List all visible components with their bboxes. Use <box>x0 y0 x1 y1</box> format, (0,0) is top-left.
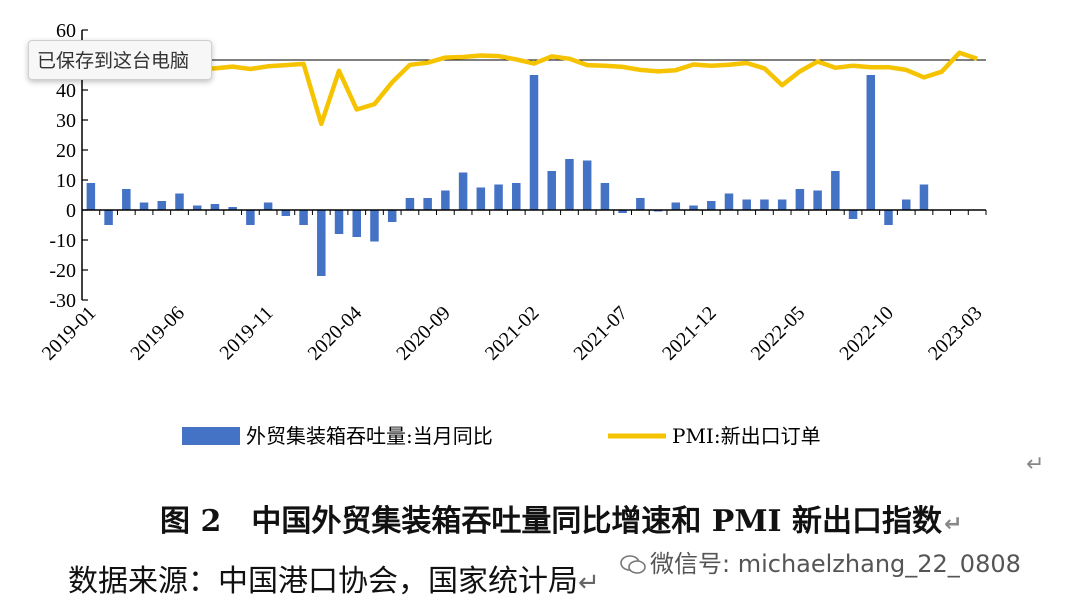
x-tick-label: 2021-02 <box>481 302 544 365</box>
y-tick-label: -20 <box>49 260 76 282</box>
bar-2022-12 <box>919 184 929 210</box>
bar-2020-12 <box>494 184 503 210</box>
bar-2022-08 <box>848 210 858 219</box>
bar-2019-06 <box>175 193 184 210</box>
bar-2020-01 <box>299 210 308 225</box>
bar-2022-02 <box>742 199 751 210</box>
bar-2019-09 <box>228 207 237 210</box>
bar-2021-02 <box>529 75 539 210</box>
x-tick-label: 2019-11 <box>215 302 277 364</box>
bar-2020-06 <box>387 210 397 222</box>
return-mark-1: ↵ <box>1026 452 1045 477</box>
bar-2021-10 <box>671 202 681 210</box>
figure-caption: 图 2 中国外贸集装箱吞吐量同比增速和 PMI 新出口指数↵ <box>160 496 962 540</box>
x-tick-label: 2023-03 <box>924 302 987 365</box>
data-source: 数据来源：中国港口协会，国家统计局↵ <box>68 556 600 600</box>
save-tooltip[interactable]: 已保存到这台电脑 <box>28 40 212 80</box>
bar-2022-10 <box>884 210 893 225</box>
bar-2021-04 <box>565 159 574 210</box>
legend: 外贸集装箱吞吐量:当月同比 PMI:新出口订单 <box>182 424 821 448</box>
series-line-pmi <box>90 50 978 127</box>
bar-2021-01 <box>512 183 521 210</box>
bar-2020-09 <box>441 190 450 210</box>
watermark: 微信号: michaelzhang_22_0808 <box>620 544 1021 579</box>
bar-2019-12 <box>281 210 291 216</box>
bar-2019-03 <box>122 189 131 210</box>
bar-2021-07 <box>618 210 627 213</box>
legend-bar-swatch <box>182 427 240 445</box>
x-tick-label: 2019-06 <box>126 302 189 365</box>
bar-2022-01 <box>724 193 734 210</box>
bar-2019-10 <box>246 210 255 225</box>
bar-2021-11 <box>689 205 698 210</box>
bar-2020-11 <box>476 187 486 210</box>
return-mark-3: ↵ <box>578 568 600 598</box>
y-tick-label: -30 <box>49 290 76 312</box>
watermark-text: 微信号: michaelzhang_22_0808 <box>650 550 1021 578</box>
x-tick-label: 2022-10 <box>835 302 898 365</box>
y-tick-label: 30 <box>56 110 76 132</box>
bar-2019-02 <box>104 210 113 225</box>
bar-2020-04 <box>352 210 361 237</box>
bar-2020-07 <box>405 198 415 210</box>
bar-2019-01 <box>86 183 96 210</box>
bar-2022-03 <box>760 199 769 210</box>
bar-2020-03 <box>334 210 344 234</box>
bar-2022-11 <box>901 199 911 210</box>
bar-2019-07 <box>192 205 202 210</box>
y-tick-label: -10 <box>49 230 76 252</box>
wechat-icon <box>620 555 646 574</box>
bar-2020-02 <box>317 210 326 276</box>
y-tick-label: 20 <box>56 140 76 162</box>
bar-2022-07 <box>831 171 840 210</box>
bar-2019-11 <box>263 202 273 210</box>
bar-2020-05 <box>370 210 379 242</box>
bar-2020-08 <box>423 198 432 210</box>
legend-bar-label: 外贸集装箱吞吐量:当月同比 <box>246 424 493 448</box>
bar-2019-05 <box>157 201 167 210</box>
bar-2022-06 <box>813 190 822 210</box>
x-tick-label: 2020-04 <box>304 302 367 365</box>
bar-2021-05 <box>582 160 592 210</box>
bar-2021-08 <box>636 198 645 210</box>
bar-2021-12 <box>707 201 716 210</box>
x-tick-label: 2021-12 <box>658 302 721 365</box>
x-tick-label: 2021-07 <box>569 302 632 365</box>
x-tick-label: 2022-05 <box>747 302 810 365</box>
caption-text: 图 2 中国外贸集装箱吞吐量同比增速和 PMI 新出口指数 <box>160 504 943 539</box>
y-tick-label: 60 <box>56 20 76 42</box>
bar-2021-03 <box>547 171 556 210</box>
y-tick-label: 40 <box>56 80 76 102</box>
bar-2022-09 <box>866 75 876 210</box>
legend-line-label: PMI:新出口订单 <box>672 424 821 448</box>
y-tick-label: 0 <box>66 200 76 222</box>
bar-2021-06 <box>600 183 610 210</box>
bar-2020-10 <box>458 172 468 210</box>
y-tick-label: 10 <box>56 170 76 192</box>
bar-2019-08 <box>210 204 220 210</box>
source-text: 数据来源：中国港口协会，国家统计局 <box>68 564 578 599</box>
bar-2022-05 <box>795 189 805 210</box>
return-mark-2: ↵ <box>944 512 963 537</box>
x-tick-label: 2020-09 <box>392 302 455 365</box>
bar-2022-04 <box>777 199 787 210</box>
bar-2019-04 <box>139 202 149 210</box>
